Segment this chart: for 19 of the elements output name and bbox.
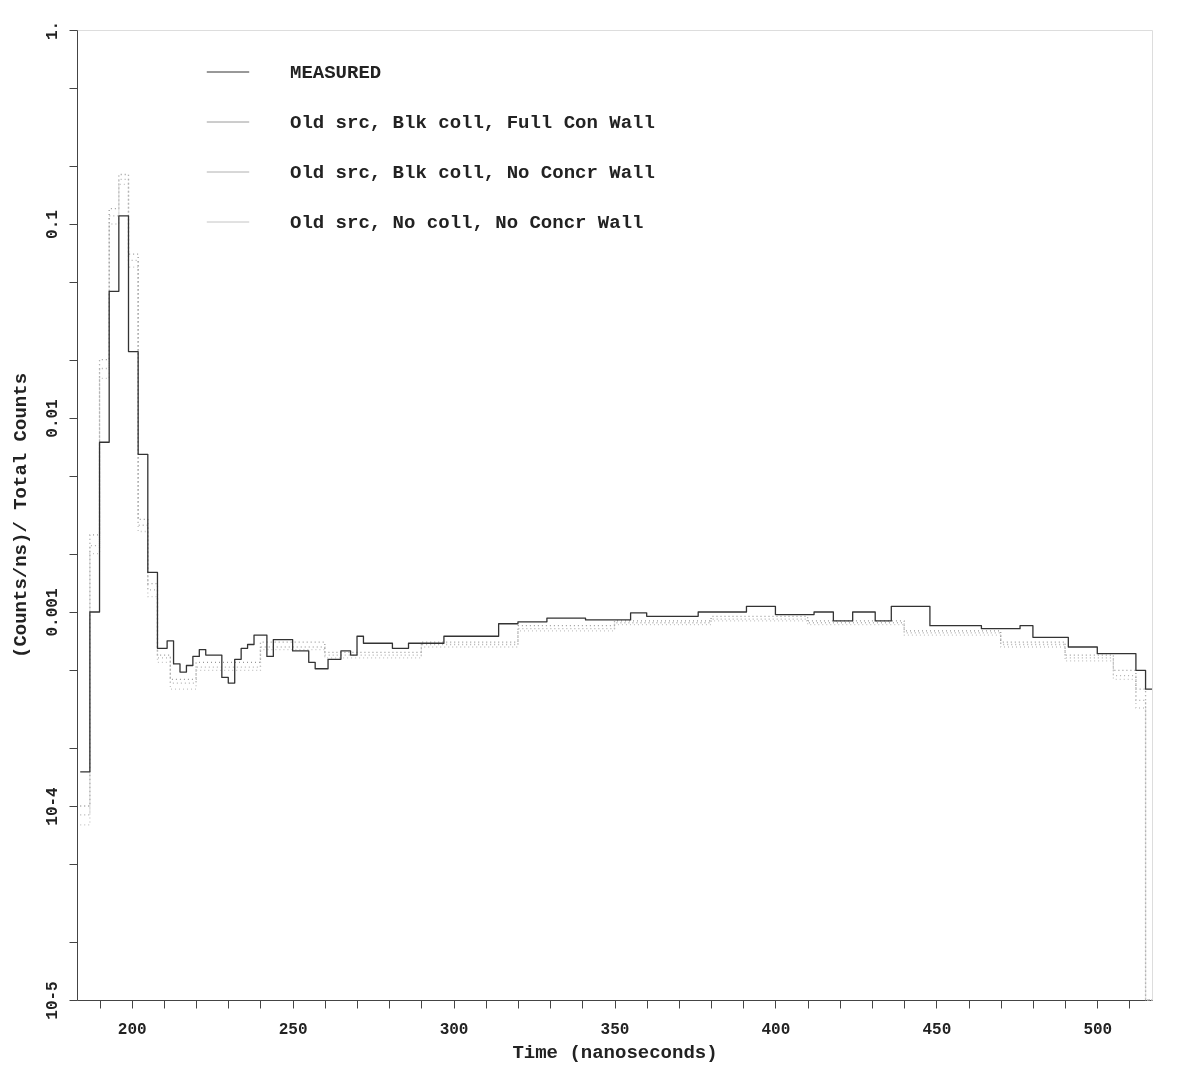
y-tick-label: 0.1: [43, 210, 62, 239]
y-tick-label: 0.001: [43, 588, 62, 637]
x-tick-label: 350: [600, 1020, 630, 1039]
x-tick-label: 400: [761, 1020, 791, 1039]
y-axis-title: (Counts/ns)/ Total Counts: [9, 372, 32, 659]
x-tick-label: 500: [1083, 1020, 1113, 1039]
y-tick-label: 10-4: [43, 786, 62, 826]
y-tick-label: 0.01: [43, 399, 62, 438]
x-tick-label: 300: [439, 1020, 469, 1039]
legend-label: Old src, No coll, No Concr Wall: [290, 212, 644, 234]
x-tick-label: 450: [922, 1020, 952, 1039]
legend-label: Old src, Blk coll, No Concr Wall: [290, 162, 655, 184]
legend-label: MEASURED: [290, 62, 382, 84]
y-tick-label: 10-5: [43, 981, 62, 1020]
legend-label: Old src, Blk coll, Full Con Wall: [290, 112, 655, 134]
x-axis-title: Time (nanoseconds): [512, 1041, 718, 1064]
y-tick-label: 1.: [43, 20, 62, 41]
x-tick-label: 200: [117, 1020, 147, 1039]
x-tick-label: 250: [278, 1020, 308, 1039]
